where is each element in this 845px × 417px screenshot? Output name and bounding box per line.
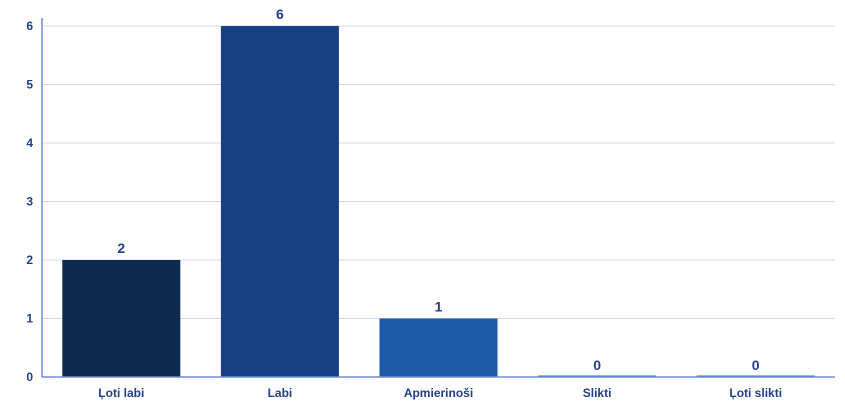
bar xyxy=(221,26,339,377)
data-label: 1 xyxy=(435,299,443,315)
x-tick-label: Labi xyxy=(268,386,293,400)
data-label: 0 xyxy=(752,357,760,373)
x-tick-label: Ļoti labi xyxy=(98,386,144,400)
y-tick-label: 1 xyxy=(26,312,33,326)
x-tick-label: Apmierinoši xyxy=(404,386,473,400)
data-label: 0 xyxy=(593,357,601,373)
x-tick-label: Slikti xyxy=(583,386,612,400)
x-axis-tick-labels: Ļoti labi Labi Apmierinoši Slikti Ļoti slikt… xyxy=(98,386,782,400)
y-tick-label: 2 xyxy=(26,253,33,267)
bar xyxy=(380,319,498,378)
y-tick-label: 3 xyxy=(26,195,33,209)
y-axis-tick-labels: 0 1 2 3 4 5 6 xyxy=(26,19,33,384)
y-tick-label: 0 xyxy=(26,370,33,384)
x-tick-label: Ļoti slikti xyxy=(729,386,782,400)
bar xyxy=(62,260,180,377)
data-label: 2 xyxy=(117,240,125,256)
data-label: 6 xyxy=(276,6,284,22)
y-tick-label: 4 xyxy=(26,136,33,150)
y-tick-label: 6 xyxy=(26,19,33,33)
y-tick-label: 5 xyxy=(26,78,33,92)
